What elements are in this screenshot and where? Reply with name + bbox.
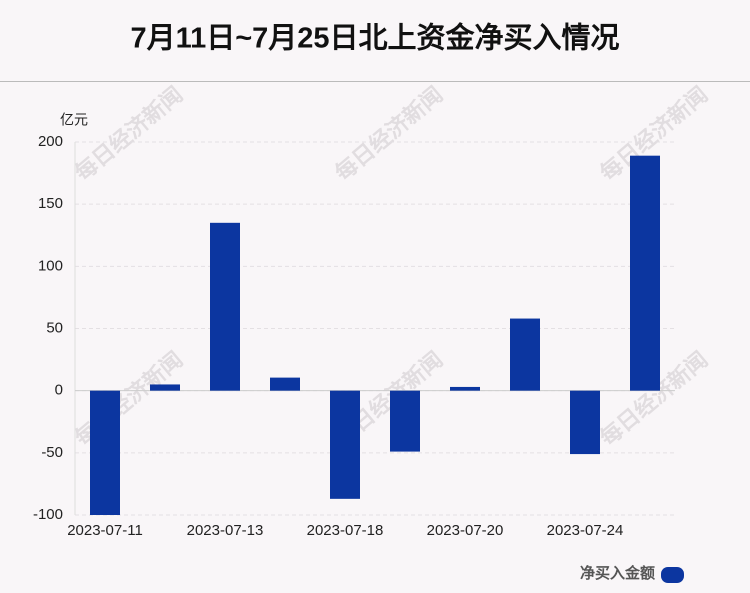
chart-title: 7月11日~7月25日北上资金净买入情况 <box>130 21 619 55</box>
x-tick-label: 2023-07-18 <box>307 522 384 539</box>
y-tick-label: 100 <box>38 257 63 274</box>
legend-swatch <box>661 567 684 583</box>
bar <box>390 390 420 452</box>
bar <box>330 390 360 499</box>
bar <box>210 222 240 391</box>
bar <box>630 155 660 391</box>
y-axis-label: 亿元 <box>60 112 88 128</box>
bar <box>510 318 540 391</box>
x-tick-label: 2023-07-20 <box>427 522 504 539</box>
watermark: 每日经济新闻 <box>70 82 187 186</box>
y-tick-label: -100 <box>33 506 63 523</box>
watermark: 每日经济新闻 <box>330 82 447 186</box>
legend-label: 净买入金额 <box>580 564 655 582</box>
bar <box>570 390 600 455</box>
watermark: 每日经济新闻 <box>70 347 187 451</box>
bar <box>90 390 120 515</box>
y-tick-label: 0 <box>55 382 63 399</box>
y-tick-label: 200 <box>38 133 63 150</box>
y-tick-label: -50 <box>41 444 63 461</box>
x-tick-label: 2023-07-24 <box>547 522 624 539</box>
y-tick-label: 150 <box>38 195 63 212</box>
x-tick-label: 2023-07-13 <box>187 522 264 539</box>
y-tick-label: 50 <box>46 319 63 336</box>
x-tick-label: 2023-07-11 <box>67 522 143 539</box>
bar <box>270 377 300 391</box>
bar <box>450 386 480 391</box>
bar <box>150 384 180 391</box>
